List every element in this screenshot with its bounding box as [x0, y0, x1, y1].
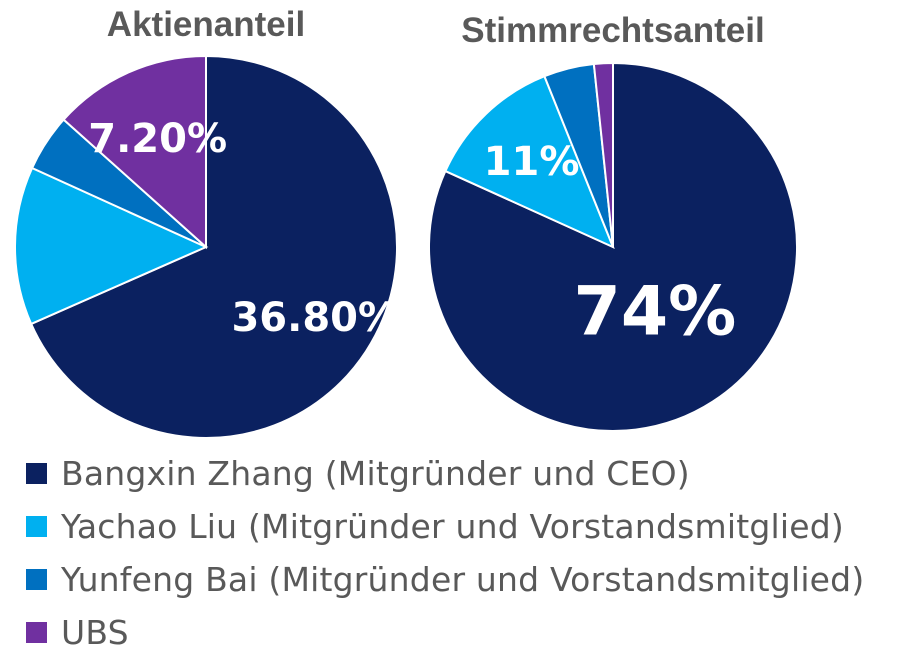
pie-slice [428, 61, 798, 432]
legend-swatch [26, 569, 47, 590]
legend-label: UBS [61, 613, 129, 652]
data-label: 11% [484, 139, 580, 185]
pie-slice [62, 54, 207, 250]
legend-swatch [26, 622, 47, 643]
pie-title: Stimmrechtsanteil [461, 11, 764, 50]
legend-label: Yunfeng Bai (Mitgründer und Vorstandsmit… [61, 560, 865, 599]
pie-charts: Aktienanteil 36.80% 7.20% Stimmrechtsanteil… [14, 5, 798, 439]
pie-slice [592, 61, 614, 248]
legend-label: Bangxin Zhang (Mitgründer und CEO) [61, 454, 690, 493]
legend-item-yunfeng-bai: Yunfeng Bai (Mitgründer und Vorstandsmit… [26, 553, 916, 606]
legend-item-ubs: UBS [26, 606, 916, 659]
legend-item-bangxin-zhang: Bangxin Zhang (Mitgründer und CEO) [26, 447, 916, 500]
pie-slice [444, 74, 615, 249]
pie-aktienanteil: Aktienanteil 36.80% 7.20% [14, 5, 398, 439]
data-label: 74% [574, 272, 737, 351]
pie-slice [29, 54, 398, 439]
data-label: 7.20% [88, 116, 227, 162]
pie-stimmrechtsanteil: Stimmrechtsanteil 74% 11% [428, 11, 798, 432]
legend-swatch [26, 516, 47, 537]
legend-swatch [26, 463, 47, 484]
legend: Bangxin Zhang (Mitgründer und CEO) Yacha… [26, 447, 916, 659]
charts-svg: Aktienanteil 36.80% 7.20% Stimmrechtsanteil… [14, 5, 798, 439]
pie-title: Aktienanteil [107, 5, 305, 44]
data-label: 36.80% [231, 295, 398, 341]
legend-label: Yachao Liu (Mitgründer und Vorstandsmitg… [61, 507, 844, 546]
legend-item-yachao-liu: Yachao Liu (Mitgründer und Vorstandsmitg… [26, 500, 916, 553]
pie-slice [14, 166, 209, 326]
